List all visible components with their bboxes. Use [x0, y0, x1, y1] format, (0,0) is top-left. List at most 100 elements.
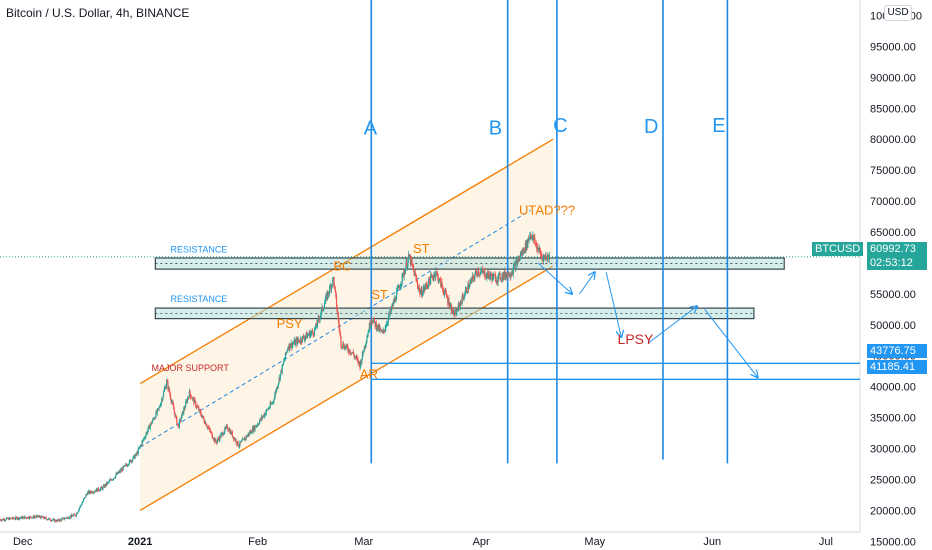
- candle-body-857: [540, 254, 542, 256]
- candle-body-589: [371, 320, 373, 323]
- candle-body-590: [371, 322, 374, 324]
- candle-body-339: [213, 438, 215, 440]
- candle-body-290: [182, 411, 184, 414]
- candle-body-574: [361, 351, 364, 359]
- resistance-zone-0: [154, 257, 785, 270]
- candle-body-231: [145, 434, 147, 438]
- candle-body-801: [505, 275, 507, 278]
- y-tick-label-9: 55000.00: [870, 289, 916, 301]
- candle-body-213: [133, 455, 136, 459]
- candle-body-70: [43, 518, 45, 520]
- candle-body-473: [298, 340, 300, 342]
- candle-body-529: [333, 277, 335, 287]
- candle-body-245: [154, 418, 156, 420]
- candle-body-728: [459, 303, 461, 308]
- candle-body-474: [298, 340, 300, 342]
- x-tick-label-2: Feb: [248, 536, 267, 548]
- candle-body-294: [185, 401, 187, 408]
- candle-body-784: [494, 274, 496, 276]
- candle-body-307: [193, 398, 195, 404]
- candle-body-180: [113, 477, 115, 480]
- candle-body-401: [252, 427, 254, 432]
- candle-body-838: [528, 237, 530, 241]
- candle-body-765: [482, 271, 484, 274]
- candle-body-174: [109, 480, 111, 482]
- candle-body-600: [378, 325, 380, 330]
- candle-body-767: [483, 271, 485, 272]
- candle-body-246: [154, 418, 156, 419]
- candle-body-77: [48, 518, 50, 520]
- candle-body-239: [150, 422, 152, 426]
- candle-body-695: [438, 281, 440, 282]
- candle-body-638: [402, 273, 404, 274]
- candle-body-651: [410, 258, 412, 265]
- candle-body-831: [524, 251, 526, 253]
- candle-body-484: [305, 336, 307, 338]
- x-tick-label-1: 2021: [128, 536, 152, 548]
- candle-body-603: [380, 328, 382, 330]
- candle-body-437: [275, 391, 277, 393]
- candle-body-491: [309, 331, 311, 338]
- candle-body-834: [526, 239, 528, 250]
- candle-body-256: [161, 399, 163, 403]
- candle-body-864: [544, 256, 547, 257]
- candle-body-751: [473, 278, 475, 280]
- candle-body-394: [248, 433, 250, 436]
- candle-body-381: [239, 441, 242, 443]
- candle-body-820: [517, 259, 519, 264]
- candle-body-321: [202, 415, 204, 417]
- candle-body-672: [423, 286, 425, 290]
- projection-arrow-4: [704, 309, 758, 377]
- candle-body-612: [385, 324, 388, 328]
- candle-body-217: [136, 452, 138, 455]
- candle-body-688: [433, 273, 436, 276]
- candle-body-647: [407, 254, 410, 260]
- candle-body-505: [318, 317, 320, 320]
- candle-body-424: [267, 409, 269, 411]
- candle-body-223: [140, 444, 142, 447]
- candle-body-422: [265, 409, 268, 413]
- candle-body-395: [248, 432, 251, 436]
- candle-body-295: [185, 400, 187, 402]
- candle-body-136: [85, 494, 87, 498]
- candle-body-372: [234, 438, 236, 441]
- candle-body-168: [105, 482, 107, 487]
- annotation-11: B: [489, 117, 502, 139]
- candle-body-375: [236, 443, 238, 445]
- candle-body-719: [453, 314, 455, 316]
- candle-body-188: [118, 472, 120, 474]
- candle-body-255: [160, 402, 162, 407]
- candle-body-445: [280, 370, 282, 374]
- candle-body-133: [83, 498, 85, 500]
- candle-body-128: [80, 505, 82, 507]
- candle-body-363: [228, 429, 230, 431]
- candle-body-315: [198, 407, 200, 412]
- candle-body-42: [25, 517, 28, 519]
- candle-body-701: [442, 286, 444, 289]
- channel-lower-line: [139, 265, 554, 511]
- candle-body-428: [269, 403, 271, 408]
- candle-body-522: [329, 286, 331, 294]
- candle-body-722: [455, 310, 457, 316]
- candle-body-378: [238, 445, 240, 448]
- candle-body-197: [123, 465, 125, 467]
- candle-body-839: [529, 236, 531, 238]
- candle-body-203: [127, 465, 129, 466]
- candle-body-718: [452, 307, 454, 315]
- candle-body-563: [354, 356, 357, 358]
- candle-body-111: [69, 516, 71, 518]
- candle-body-659: [415, 275, 417, 280]
- candle-body-853: [538, 250, 540, 252]
- candle-body-845: [532, 235, 535, 240]
- candle-body-47: [29, 516, 31, 519]
- candle-body-57: [35, 516, 37, 518]
- candle-body-211: [132, 456, 134, 460]
- candle-body-326: [205, 422, 207, 426]
- candle-body-606: [382, 331, 384, 333]
- candle-body-280: [176, 416, 178, 425]
- annotation-2: RESISTANCE: [170, 294, 227, 304]
- currency-button[interactable]: USD: [884, 5, 912, 21]
- x-tick-label-6: Jun: [703, 536, 721, 548]
- candle-body-187: [117, 472, 119, 474]
